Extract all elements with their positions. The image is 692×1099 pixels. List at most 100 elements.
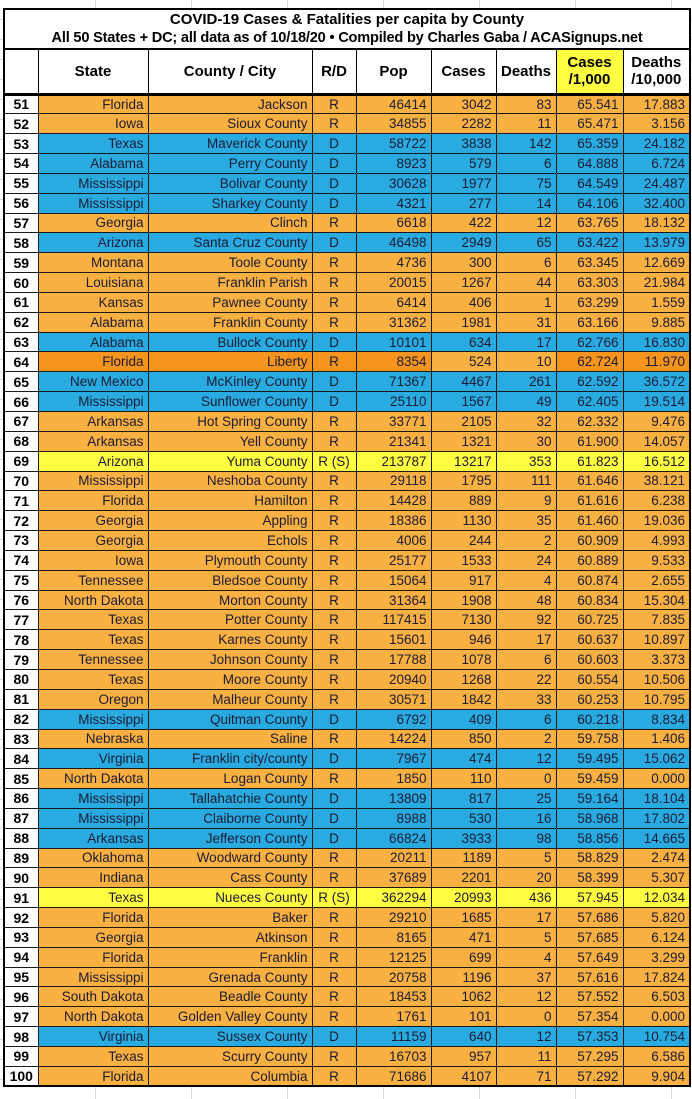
cell-cases_per_1000: 64.549 <box>555 172 624 194</box>
cell-deaths: 32 <box>495 411 557 432</box>
cell-cases: 2105 <box>430 411 497 432</box>
cell-pop: 30628 <box>355 172 432 194</box>
cell-county: Beadle County <box>147 986 313 1008</box>
cell-pop: 213787 <box>355 450 432 472</box>
table-row: 59 Montana Toole County R 4736 300 6 63.345 12.6… <box>3 252 691 274</box>
cell-county: Morton County <box>147 589 313 611</box>
cell-deaths: 4 <box>495 946 557 968</box>
cell-deaths: 14 <box>495 192 557 214</box>
cell-cases_per_1000: 58.968 <box>555 807 624 829</box>
cell-pop: 18386 <box>355 510 432 532</box>
cell-rank: 61 <box>3 291 39 313</box>
cell-county: Franklin city/county <box>147 748 313 770</box>
cell-rank: 64 <box>3 351 39 373</box>
cell-county: Saline <box>147 728 313 750</box>
cell-cases: 699 <box>430 946 497 968</box>
cell-county: Quitman County <box>147 708 313 730</box>
cell-cases_per_1000: 57.353 <box>555 1026 624 1047</box>
cell-deaths_per_10000: 19.514 <box>622 391 691 412</box>
table-row: 80 Texas Moore County R 20940 1268 22 60.554 10.… <box>3 668 691 690</box>
cell-rd: D <box>311 807 357 829</box>
cell-cases: 1981 <box>430 311 497 333</box>
cell-rank: 71 <box>3 490 39 512</box>
cell-cases: 1685 <box>430 907 497 928</box>
cell-county: Jackson <box>147 93 313 115</box>
table-row: 74 Iowa Plymouth County R 25177 1533 24 60.889 9… <box>3 549 691 571</box>
cell-state: Mississippi <box>37 192 149 214</box>
cell-rd: R <box>311 530 357 551</box>
cell-rd: R <box>311 430 357 452</box>
cell-deaths_per_10000: 15.062 <box>622 748 691 770</box>
cell-rank: 95 <box>3 966 39 988</box>
cell-rd: R <box>311 768 357 790</box>
cell-deaths: 5 <box>495 926 557 948</box>
cell-rd: R <box>311 351 357 373</box>
cell-cases_per_1000: 59.164 <box>555 788 624 809</box>
cell-deaths_per_10000: 9.476 <box>622 411 691 432</box>
cell-county: Toole County <box>147 252 313 274</box>
cell-rd: R (S) <box>311 887 357 909</box>
cell-rank: 94 <box>3 946 39 968</box>
cell-county: Jefferson County <box>147 827 313 849</box>
cell-rank: 87 <box>3 807 39 829</box>
table-row: 76 North Dakota Morton County R 31364 1908 48 6… <box>3 589 691 611</box>
cell-state: Florida <box>37 1065 149 1087</box>
cell-county: Franklin Parish <box>147 272 313 293</box>
cell-deaths_per_10000: 38.121 <box>622 470 691 492</box>
cell-pop: 11159 <box>355 1026 432 1047</box>
cell-cases_per_1000: 65.359 <box>555 133 624 155</box>
cell-cases: 957 <box>430 1046 497 1067</box>
cell-pop: 20758 <box>355 966 432 988</box>
cell-county: Clinch <box>147 212 313 234</box>
cell-county: Nueces County <box>147 887 313 909</box>
cell-county: Woodward County <box>147 847 313 869</box>
cell-cases: 4107 <box>430 1065 497 1087</box>
cell-rank: 98 <box>3 1026 39 1047</box>
cell-deaths_per_10000: 6.124 <box>622 926 691 948</box>
cell-deaths: 261 <box>495 371 557 393</box>
cell-state: Iowa <box>37 549 149 571</box>
cell-state: Georgia <box>37 212 149 234</box>
cell-cases_per_1000: 60.874 <box>555 569 624 591</box>
cell-deaths_per_10000: 9.904 <box>622 1065 691 1087</box>
column-header-state: State <box>37 48 149 96</box>
cell-deaths: 22 <box>495 668 557 690</box>
cell-pop: 8165 <box>355 926 432 948</box>
cell-cases: 1842 <box>430 688 497 710</box>
cell-pop: 14428 <box>355 490 432 512</box>
cell-deaths_per_10000: 21.984 <box>622 272 691 293</box>
cell-rank: 53 <box>3 133 39 155</box>
cell-cases: 110 <box>430 768 497 790</box>
column-header-cases_per_1000: Cases/1,000 <box>555 48 624 96</box>
table-row: 68 Arkansas Yell County R 21341 1321 30 61.900 1… <box>3 430 691 452</box>
cell-cases: 409 <box>430 708 497 730</box>
cell-cases: 2201 <box>430 867 497 889</box>
cell-pop: 71367 <box>355 371 432 393</box>
cell-state: Florida <box>37 351 149 373</box>
cell-deaths_per_10000: 32.400 <box>622 192 691 214</box>
table-row: 79 Tennessee Johnson County R 17788 1078 6 60.6… <box>3 649 691 670</box>
cell-county: Hamilton <box>147 490 313 512</box>
cell-deaths_per_10000: 1.406 <box>622 728 691 750</box>
cell-pop: 15064 <box>355 569 432 591</box>
cell-rank: 90 <box>3 867 39 889</box>
cell-county: Golden Valley County <box>147 1006 313 1028</box>
cell-county: Bolivar County <box>147 172 313 194</box>
cell-cases: 4467 <box>430 371 497 393</box>
cell-deaths: 5 <box>495 847 557 869</box>
cell-county: Moore County <box>147 668 313 690</box>
cell-state: Alabama <box>37 311 149 333</box>
cell-cases: 817 <box>430 788 497 809</box>
cell-cases_per_1000: 59.758 <box>555 728 624 750</box>
cell-deaths: 111 <box>495 470 557 492</box>
cell-rank: 99 <box>3 1046 39 1067</box>
cell-rd: D <box>311 331 357 353</box>
cell-deaths: 12 <box>495 212 557 234</box>
covid-county-table: COVID-19 Cases & Fatalities per capita b… <box>2 8 692 1088</box>
cell-rank: 74 <box>3 549 39 571</box>
cell-state: Virginia <box>37 1026 149 1047</box>
cell-cases_per_1000: 63.299 <box>555 291 624 313</box>
cell-cases: 1908 <box>430 589 497 611</box>
cell-deaths: 92 <box>495 609 557 631</box>
cell-county: Plymouth County <box>147 549 313 571</box>
